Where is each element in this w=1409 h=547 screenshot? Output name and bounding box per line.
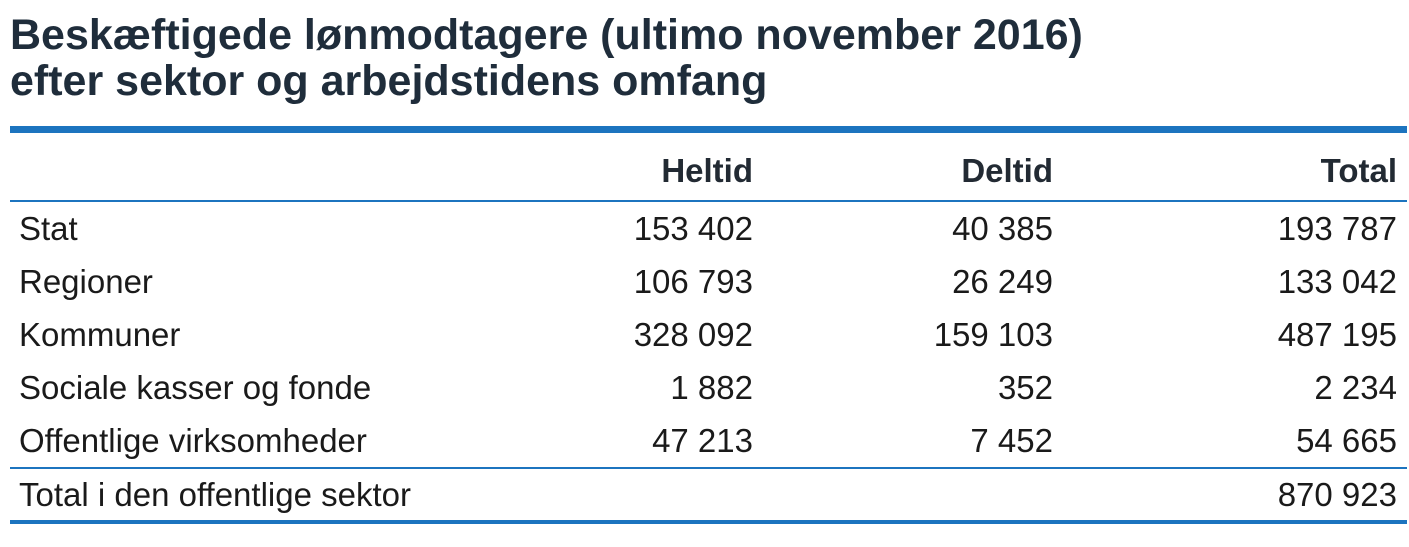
table-top-rule xyxy=(10,126,1407,133)
cell-total: 133 042 xyxy=(1277,262,1397,300)
chart-title-line-1: Beskæftigede lønmodtagere (ultimo novemb… xyxy=(10,11,1083,59)
row-label: Offentlige virksomheder xyxy=(19,422,367,460)
table-row-stat: Stat 153 402 40 385 193 787 xyxy=(10,202,1407,255)
cell-deltid: 26 249 xyxy=(952,262,1053,300)
cell-total: 487 195 xyxy=(1277,315,1397,353)
total-cell-deltid xyxy=(753,469,1053,520)
row-label: Kommuner xyxy=(19,315,181,353)
cell-deltid: 352 xyxy=(997,369,1053,407)
cell-deltid: 159 103 xyxy=(933,315,1053,353)
cell-total: 54 665 xyxy=(1296,422,1397,460)
data-table: Heltid Deltid Total Stat 153 402 40 385 … xyxy=(10,126,1407,524)
header-heltid: Heltid xyxy=(661,152,753,189)
cell-heltid: 106 793 xyxy=(633,262,753,300)
header-deltid: Deltid xyxy=(961,152,1053,189)
row-label: Sociale kasser og fonde xyxy=(19,369,372,407)
cell-deltid: 7 452 xyxy=(970,422,1053,460)
table-row-kommuner: Kommuner 328 092 159 103 487 195 xyxy=(10,308,1407,361)
chart-title-line-2: efter sektor og arbejdstidens omfang xyxy=(10,57,768,105)
total-cell-total: 870 923 xyxy=(1277,475,1397,513)
row-label: Stat xyxy=(19,209,78,247)
table-header-row: Heltid Deltid Total xyxy=(10,133,1407,200)
table-total-row: Total i den offentlige sektor 870 923 xyxy=(10,469,1407,520)
header-empty-cell xyxy=(10,133,450,200)
table-row-sociale-kasser: Sociale kasser og fonde 1 882 352 2 234 xyxy=(10,361,1407,414)
cell-total: 193 787 xyxy=(1277,209,1397,247)
total-row-label: Total i den offentlige sektor xyxy=(19,475,411,513)
total-divider xyxy=(10,467,1407,469)
cell-total: 2 234 xyxy=(1314,369,1397,407)
table-bottom-rule xyxy=(10,519,1407,524)
row-label: Regioner xyxy=(19,262,153,300)
cell-heltid: 1 882 xyxy=(670,369,753,407)
cell-heltid: 328 092 xyxy=(633,315,753,353)
table-row-offentlige-virksomheder: Offentlige virksomheder 47 213 7 452 54 … xyxy=(10,414,1407,467)
header-divider xyxy=(10,200,1407,202)
cell-heltid: 47 213 xyxy=(652,422,753,460)
table-row-regioner: Regioner 106 793 26 249 133 042 xyxy=(10,255,1407,308)
header-total: Total xyxy=(1320,152,1397,189)
total-cell-heltid xyxy=(450,469,753,520)
chart-title: Beskæftigede lønmodtagere (ultimo novemb… xyxy=(10,12,1083,104)
cell-heltid: 153 402 xyxy=(633,209,753,247)
cell-deltid: 40 385 xyxy=(952,209,1053,247)
